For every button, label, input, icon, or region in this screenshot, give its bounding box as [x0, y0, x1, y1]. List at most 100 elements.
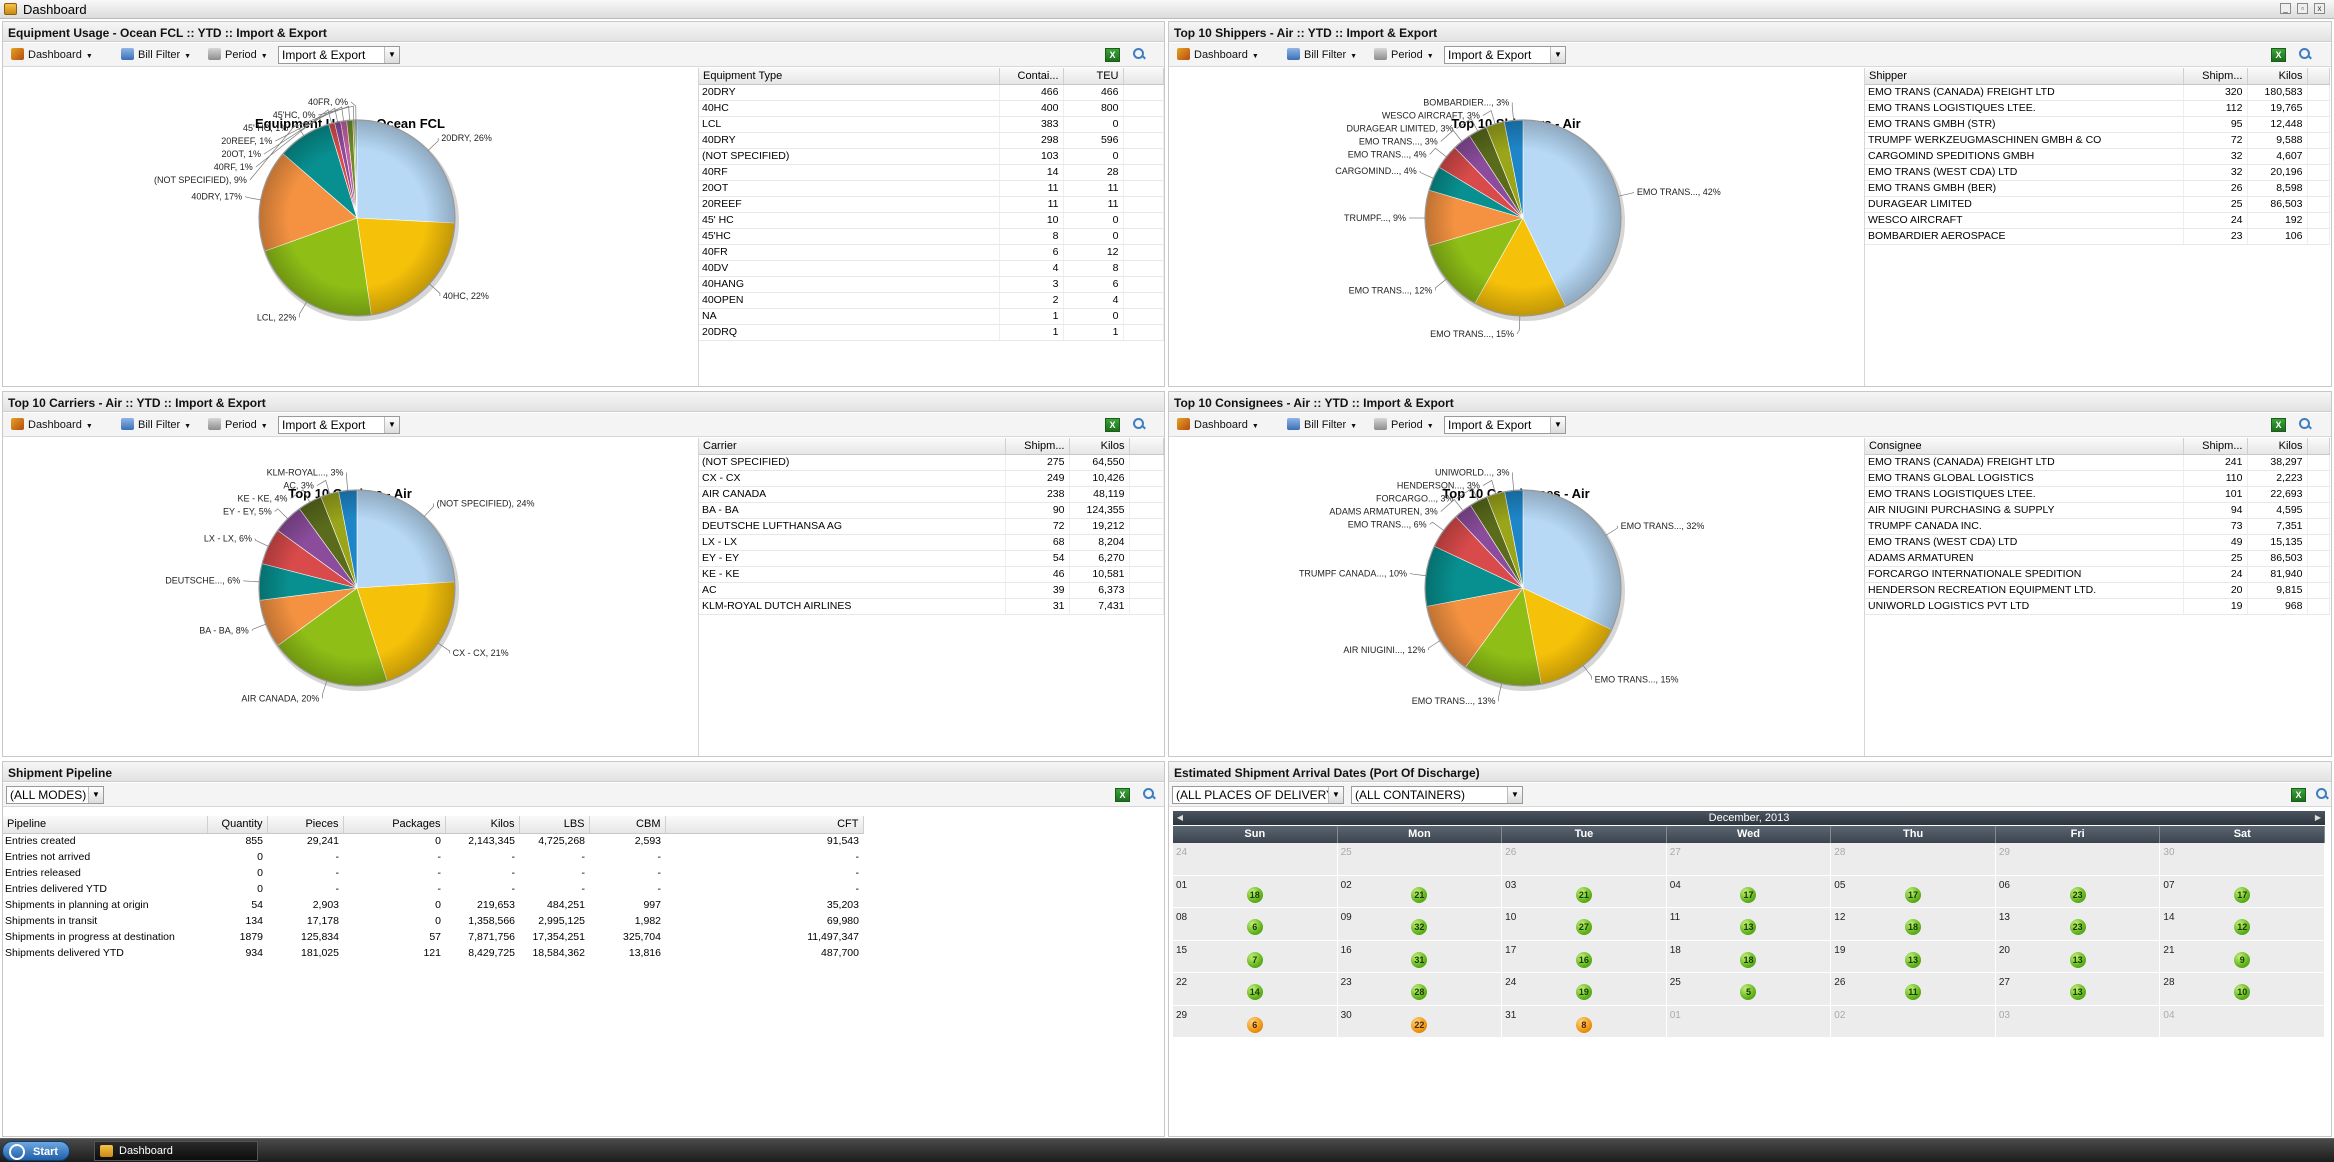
table-row[interactable]: EMO TRANS GLOBAL LOGISTICS 110 2,223 — [1865, 470, 2330, 487]
table-row[interactable]: Shipments delivered YTD 934 181,025 121 8,42… — [3, 945, 863, 961]
calendar-day[interactable]: 27 — [1666, 843, 1832, 876]
dashboard-menu-button[interactable]: Dashboard ▼ — [1177, 418, 1259, 433]
arrival-count-badge[interactable]: 17 — [1905, 886, 1922, 903]
calendar-day[interactable]: 07 17 — [2160, 875, 2325, 908]
arrival-count-badge[interactable]: 18 — [1740, 951, 1757, 968]
table-row[interactable]: Shipments in planning at origin 54 2,903 0 2… — [3, 897, 863, 913]
start-button[interactable]: Start — [2, 1141, 70, 1161]
arrival-count-badge[interactable]: 31 — [1411, 951, 1428, 968]
table-row[interactable]: 40HC 400 800 — [699, 100, 1164, 117]
zoom-icon[interactable] — [1142, 787, 1156, 801]
arrival-count-badge[interactable]: 13 — [2069, 951, 2086, 968]
calendar-day[interactable]: 24 — [1173, 843, 1338, 876]
calendar-day[interactable]: 26 11 — [1831, 973, 1996, 1006]
arrival-count-badge[interactable]: 21 — [1411, 886, 1428, 903]
table-row[interactable]: AIR CANADA 238 48,119 — [699, 486, 1164, 503]
calendar-day[interactable]: 17 16 — [1502, 940, 1667, 973]
table-row[interactable]: FORCARGO INTERNATIONALE SPEDITION 24 81,94… — [1865, 566, 2330, 583]
table-row[interactable]: Entries released 0 - - - - - - — [3, 865, 863, 881]
column-header[interactable]: CFT — [665, 816, 864, 834]
calendar-day[interactable]: 06 23 — [1995, 875, 2161, 908]
bill-filter-menu-button[interactable]: Bill Filter ▼ — [1287, 418, 1357, 433]
calendar-day[interactable]: 19 13 — [1831, 940, 1996, 973]
arrival-count-badge[interactable]: 8 — [1575, 1016, 1592, 1033]
bill-filter-menu-button[interactable]: Bill Filter ▼ — [121, 48, 191, 63]
arrival-count-badge[interactable]: 23 — [2069, 919, 2086, 935]
calendar-day[interactable]: 25 — [1337, 843, 1503, 876]
table-row[interactable]: BOMBARDIER AEROSPACE 23 106 — [1865, 228, 2330, 245]
dashboard-menu-button[interactable]: Dashboard ▼ — [11, 48, 93, 63]
column-header[interactable]: Shipper — [1865, 68, 2184, 85]
prev-month-icon[interactable]: ◀ — [1176, 813, 1184, 822]
calendar-day[interactable]: 02 21 — [1337, 875, 1503, 908]
arrival-count-badge[interactable]: 28 — [1411, 984, 1428, 1000]
table-row[interactable]: EMO TRANS LOGISTIQUES LTEE. 101 22,693 — [1865, 486, 2330, 503]
zoom-icon[interactable] — [1132, 417, 1146, 431]
arrival-count-badge[interactable]: 9 — [2234, 951, 2251, 968]
calendar-day[interactable]: 04 17 — [1666, 875, 1832, 908]
calendar-day[interactable]: 15 7 — [1173, 940, 1338, 973]
arrival-count-badge[interactable]: 22 — [1411, 1016, 1428, 1033]
column-header[interactable]: Shipm... — [1005, 438, 1070, 455]
zoom-icon[interactable] — [2315, 787, 2329, 801]
table-row[interactable]: 20DRY 466 466 — [699, 84, 1164, 101]
column-header[interactable]: Carrier — [699, 438, 1006, 455]
period-menu-button[interactable]: Period ▼ — [208, 418, 268, 433]
minimize-icon[interactable]: _ — [2280, 3, 2291, 14]
table-row[interactable]: Entries not arrived 0 - - - - - - — [3, 849, 863, 865]
table-row[interactable]: 40DRY 298 596 — [699, 132, 1164, 149]
direction-select[interactable]: Import & Export ▼ — [1444, 46, 1566, 64]
table-row[interactable]: AIR NIUGINI PURCHASING & SUPPLY 94 4,595 — [1865, 502, 2330, 519]
column-header[interactable]: Kilos — [2247, 68, 2308, 85]
zoom-icon[interactable] — [2298, 417, 2312, 431]
restore-icon[interactable]: ▫ — [2297, 3, 2308, 14]
calendar-day[interactable]: 01 — [1666, 1005, 1832, 1038]
arrival-count-badge[interactable]: 5 — [1740, 984, 1757, 1000]
table-row[interactable]: EMO TRANS (WEST CDA) LTD 32 20,196 — [1865, 164, 2330, 181]
arrival-count-badge[interactable]: 18 — [1905, 919, 1922, 935]
calendar-day[interactable]: 11 13 — [1666, 908, 1832, 941]
table-row[interactable]: 40DV 4 8 — [699, 260, 1164, 277]
direction-select[interactable]: Import & Export ▼ — [278, 46, 400, 64]
arrival-count-badge[interactable]: 13 — [2069, 984, 2086, 1000]
table-row[interactable]: Shipments in transit 134 17,178 0 1,358,566 2… — [3, 913, 863, 929]
taskbar-item-dashboard[interactable]: Dashboard — [94, 1141, 258, 1161]
arrival-count-badge[interactable]: 17 — [1740, 886, 1757, 903]
calendar-day[interactable]: 08 6 — [1173, 908, 1338, 941]
column-header[interactable]: Consignee — [1865, 438, 2184, 455]
arrival-count-badge[interactable]: 27 — [1575, 919, 1592, 935]
arrival-count-badge[interactable]: 6 — [1246, 1016, 1263, 1033]
table-row[interactable]: 20DRQ 1 1 — [699, 324, 1164, 341]
calendar-day[interactable]: 30 22 — [1337, 1005, 1503, 1038]
calendar-day[interactable]: 21 9 — [2160, 940, 2325, 973]
calendar-day[interactable]: 03 — [1995, 1005, 2161, 1038]
arrival-count-badge[interactable]: 21 — [1575, 886, 1592, 903]
period-menu-button[interactable]: Period ▼ — [1374, 418, 1434, 433]
calendar-day[interactable]: 03 21 — [1502, 875, 1667, 908]
table-row[interactable]: 45'HC 8 0 — [699, 228, 1164, 245]
excel-export-icon[interactable]: X — [1105, 418, 1120, 432]
arrival-count-badge[interactable]: 7 — [1246, 951, 1263, 968]
arrival-count-badge[interactable]: 23 — [2069, 886, 2086, 903]
table-row[interactable]: UNIWORLD LOGISTICS PVT LTD 19 968 — [1865, 598, 2330, 615]
period-menu-button[interactable]: Period ▼ — [1374, 48, 1434, 63]
calendar-day[interactable]: 25 5 — [1666, 973, 1832, 1006]
table-row[interactable]: Entries delivered YTD 0 - - - - - - — [3, 881, 863, 897]
calendar-day[interactable]: 05 17 — [1831, 875, 1996, 908]
column-header[interactable]: Quantity — [207, 816, 268, 834]
period-menu-button[interactable]: Period ▼ — [208, 48, 268, 63]
excel-export-icon[interactable]: X — [1115, 788, 1130, 802]
table-row[interactable]: TRUMPF CANADA INC. 73 7,351 — [1865, 518, 2330, 535]
arrival-count-badge[interactable]: 18 — [1246, 886, 1263, 903]
table-row[interactable]: AC 39 6,373 — [699, 582, 1164, 599]
containers-select[interactable]: (ALL CONTAINERS) ▼ — [1351, 786, 1523, 804]
table-row[interactable]: DEUTSCHE LUFTHANSA AG 72 19,212 — [699, 518, 1164, 535]
arrival-count-badge[interactable]: 14 — [1246, 984, 1263, 1000]
table-row[interactable]: (NOT SPECIFIED) 275 64,550 — [699, 454, 1164, 471]
column-header[interactable]: Kilos — [1069, 438, 1130, 455]
column-header[interactable]: Equipment Type — [699, 68, 1000, 85]
calendar-day[interactable]: 02 — [1831, 1005, 1996, 1038]
arrival-count-badge[interactable]: 13 — [1740, 919, 1757, 935]
table-row[interactable]: LX - LX 68 8,204 — [699, 534, 1164, 551]
column-header[interactable]: Contai... — [999, 68, 1064, 85]
